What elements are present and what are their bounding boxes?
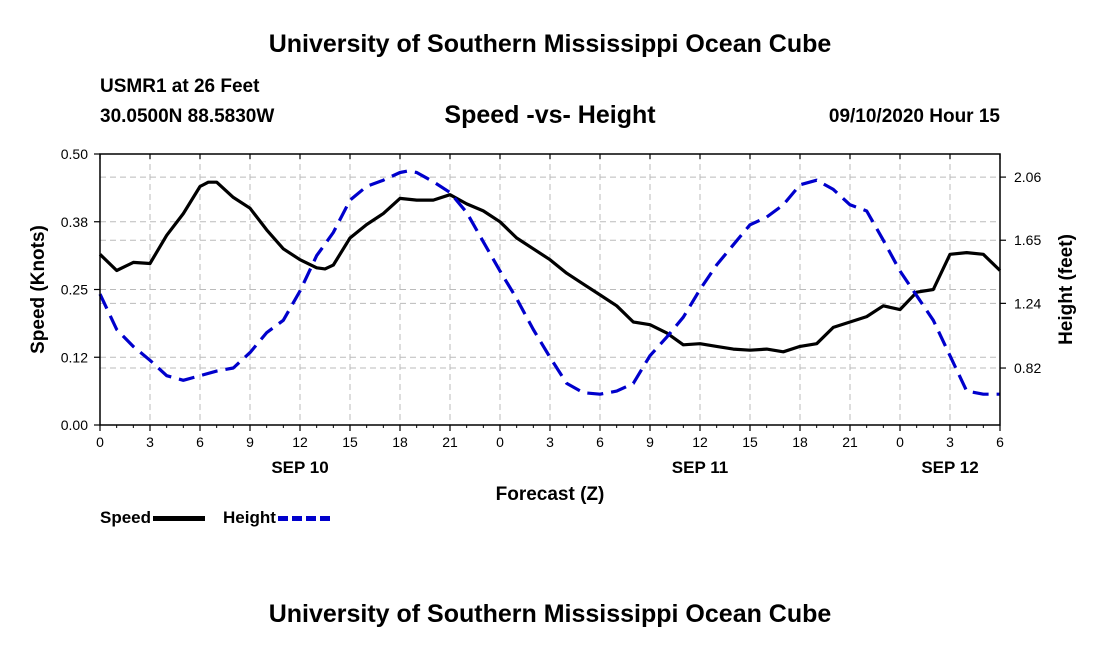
x-axis-title: Forecast (Z) — [496, 484, 605, 505]
x-tick-label: 0 — [496, 434, 504, 450]
y2-axis-title: Height (feet) — [1056, 234, 1077, 345]
y2-tick-label: 0.82 — [1014, 360, 1041, 376]
date-label: SEP 11 — [672, 458, 728, 477]
legend-height-label: Height — [223, 508, 276, 527]
coordinates-label: 30.0500N 88.5830W — [100, 106, 275, 127]
x-tick-label: 21 — [842, 434, 858, 450]
y-tick-label: 0.00 — [61, 417, 88, 433]
legend-height-swatch — [277, 515, 330, 521]
x-tick-label: 0 — [96, 434, 104, 450]
x-tick-label: 3 — [546, 434, 554, 450]
x-tick-label: 15 — [342, 434, 358, 450]
y-tick-label: 0.25 — [61, 282, 88, 298]
x-tick-label: 6 — [196, 434, 204, 450]
legend-speed-label: Speed — [100, 508, 152, 527]
x-tick-label: 9 — [246, 434, 254, 450]
legend-speed-swatch — [153, 515, 206, 521]
series-line-height — [98, 169, 1000, 396]
y-tick-label: 0.38 — [61, 214, 88, 230]
x-tick-label: 15 — [742, 434, 758, 450]
x-tick-label: 3 — [946, 434, 954, 450]
x-tick-label: 12 — [292, 434, 308, 450]
y2-tick-label: 1.65 — [1014, 232, 1041, 248]
x-tick-label: 21 — [442, 434, 458, 450]
footer-title: University of Southern Mississippi Ocean… — [268, 600, 832, 628]
y-axis-title: Speed (Knots) — [28, 225, 49, 354]
y2-tick-label: 1.24 — [1014, 295, 1041, 311]
legend: Speed Height — [100, 508, 348, 528]
date-label: SEP 10 — [271, 458, 328, 477]
x-tick-label: 12 — [692, 434, 708, 450]
page-title: University of Southern Mississippi Ocean… — [268, 30, 832, 58]
x-tick-label: 18 — [392, 434, 408, 450]
x-tick-label: 6 — [996, 434, 1004, 450]
y2-tick-label: 2.06 — [1014, 169, 1041, 185]
station-label: USMR1 at 26 Feet — [100, 76, 260, 97]
chart-title: Speed -vs- Height — [444, 101, 656, 129]
x-tick-label: 9 — [646, 434, 654, 450]
y-tick-label: 0.50 — [61, 146, 88, 162]
x-tick-label: 6 — [596, 434, 604, 450]
x-tick-label: 3 — [146, 434, 154, 450]
x-tick-label: 0 — [896, 434, 904, 450]
forecast-datetime: 09/10/2020 Hour 15 — [828, 106, 1000, 127]
date-label: SEP 12 — [921, 458, 978, 477]
x-tick-label: 18 — [792, 434, 808, 450]
series-line-speed — [98, 180, 1002, 354]
y-tick-label: 0.12 — [61, 349, 88, 365]
